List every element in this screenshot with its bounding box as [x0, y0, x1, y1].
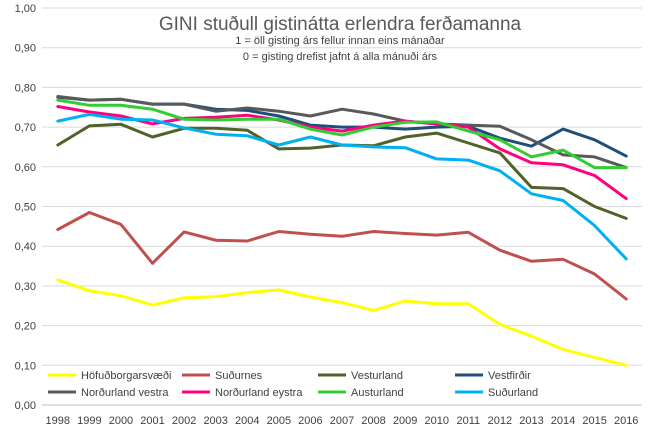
legend-label: Suðurland — [488, 387, 538, 399]
x-tick-label: 1998 — [46, 415, 70, 427]
legend-label: Norðurland vestra — [81, 387, 169, 399]
x-tick-label: 2002 — [172, 415, 196, 427]
legend-label: Vesturland — [351, 370, 403, 382]
x-tick-label: 2004 — [235, 415, 259, 427]
y-tick-label: 0,20 — [15, 321, 36, 333]
series-lines — [56, 95, 628, 367]
y-tick-label: 0,90 — [15, 43, 36, 55]
chart-subtitle-line-1: 1 = öll gisting árs fellur innan eins má… — [235, 35, 445, 47]
legend-label: Austurland — [351, 387, 404, 399]
series-line-8 — [56, 112, 628, 261]
x-tick-label: 2013 — [519, 415, 543, 427]
y-axis-ticks: 0,00 0,10 0,20 0,30 0,40 0,50 0,60 0,70 0,80 0,90… — [15, 3, 36, 412]
y-tick-label: 0,50 — [15, 202, 36, 214]
series-line-1 — [56, 278, 628, 367]
x-tick-label: 2016 — [614, 415, 638, 427]
x-tick-label: 2000 — [109, 415, 133, 427]
x-tick-label: 1999 — [77, 415, 101, 427]
y-tick-label: 0,60 — [15, 162, 36, 174]
y-tick-label: 0,00 — [15, 400, 36, 412]
x-axis-ticks: 1998 1999 2000 2001 2002 2003 2004 2005 2006 2007… — [46, 415, 639, 427]
x-tick-label: 2008 — [361, 415, 385, 427]
series-line-2 — [56, 211, 628, 301]
x-tick-label: 2007 — [330, 415, 354, 427]
x-tick-label: 2011 — [456, 415, 480, 427]
y-tick-label: 0,30 — [15, 281, 36, 293]
legend-label: Suðurnes — [215, 370, 263, 382]
x-tick-label: 2001 — [140, 415, 164, 427]
x-tick-label: 2005 — [267, 415, 291, 427]
y-tick-label: 0,40 — [15, 241, 36, 253]
x-tick-label: 2014 — [551, 415, 575, 427]
series-line-7 — [56, 98, 628, 170]
legend-label: Vestfirðir — [488, 370, 531, 382]
y-tick-label: 1,00 — [15, 3, 36, 15]
series-line-3 — [56, 122, 628, 220]
x-tick-label: 2010 — [424, 415, 448, 427]
gridlines — [42, 7, 642, 406]
chart-subtitle-line-2: 0 = gisting drefist jafnt á alla mánuði … — [243, 51, 438, 63]
x-tick-label: 2003 — [203, 415, 227, 427]
x-tick-label: 2012 — [488, 415, 512, 427]
y-tick-label: 0,10 — [15, 360, 36, 372]
chart-title: GINI stuðull gistinátta erlendra ferðama… — [159, 14, 522, 35]
x-tick-label: 2009 — [393, 415, 417, 427]
series-line-5 — [56, 95, 628, 170]
series-line-6 — [56, 105, 628, 201]
y-tick-label: 0,70 — [15, 122, 36, 134]
legend-label: Norðurland eystra — [215, 387, 303, 399]
x-tick-label: 2006 — [298, 415, 322, 427]
x-tick-label: 2015 — [582, 415, 606, 427]
y-tick-label: 0,80 — [15, 82, 36, 94]
legend-label: Höfuðborgarsvæði — [81, 370, 172, 382]
legend: Höfuðborgarsvæði Suðurnes Vesturland Vestfi… — [48, 370, 538, 399]
